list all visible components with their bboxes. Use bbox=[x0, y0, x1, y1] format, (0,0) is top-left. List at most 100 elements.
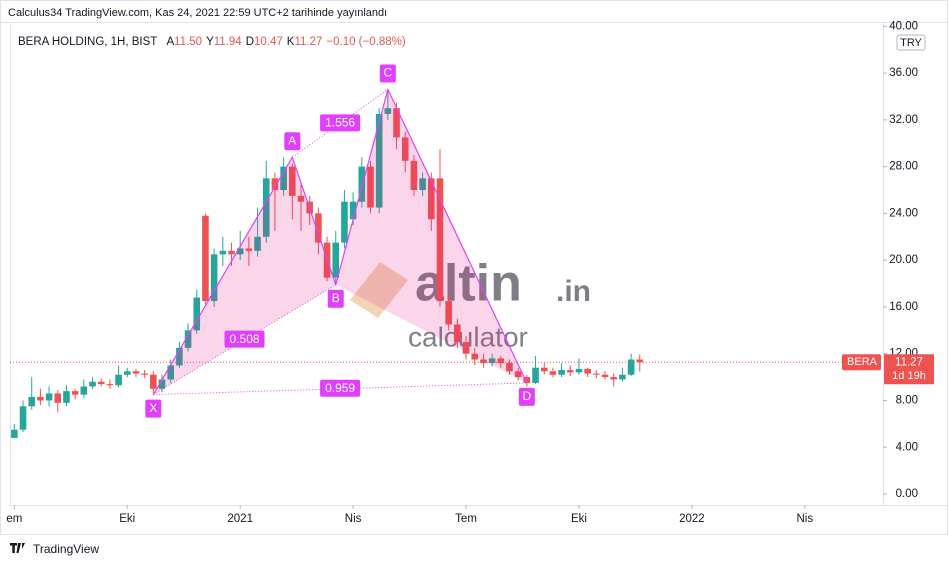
x-tick-label: 2021 bbox=[227, 513, 253, 525]
candle-body bbox=[245, 248, 253, 251]
ohlc-key: Y bbox=[206, 36, 214, 48]
currency-box bbox=[896, 34, 926, 51]
brand-logo bbox=[10, 543, 25, 553]
last-price: 11.27 bbox=[895, 356, 923, 368]
price-tag bbox=[842, 354, 881, 371]
candle-body bbox=[497, 358, 505, 364]
candles bbox=[11, 90, 644, 438]
candle-body bbox=[289, 166, 296, 196]
x-tick-label: Nis bbox=[345, 513, 362, 525]
ohlc-value: 11.27 bbox=[294, 36, 322, 48]
candle-body bbox=[558, 370, 565, 375]
ratio-label: 0.508 bbox=[230, 332, 260, 346]
candle-body bbox=[593, 373, 600, 375]
candle-body bbox=[575, 368, 583, 373]
price-tag bbox=[884, 354, 934, 385]
candle-body bbox=[410, 160, 418, 191]
pattern-fill bbox=[335, 89, 527, 383]
symbol-legend: BERA HOLDING, 1H, BIST A11.50 Y11.94 D10.47… bbox=[18, 36, 406, 48]
candle-body bbox=[384, 108, 392, 115]
ohlc-key: D bbox=[246, 36, 254, 48]
candle-body bbox=[71, 391, 79, 395]
candle-body bbox=[471, 353, 479, 360]
point-label: X bbox=[149, 401, 157, 415]
candle-body bbox=[445, 301, 452, 325]
y-tick-label: 40.00 bbox=[889, 20, 918, 32]
y-tick-label: 0.00 bbox=[896, 488, 918, 500]
candle-body bbox=[89, 381, 96, 387]
ohlc-value: 10.47 bbox=[254, 36, 283, 48]
x-tick-label: Eki bbox=[119, 513, 135, 525]
y-tick-label: 36.00 bbox=[889, 67, 918, 79]
point-label: A bbox=[288, 133, 296, 147]
candle-body bbox=[202, 215, 209, 302]
published-note: Calculus34 TradingView.com, Kas 24, 2021… bbox=[8, 7, 387, 19]
candle-body bbox=[532, 367, 539, 383]
symbol: BERA HOLDING, 1H, BIST bbox=[18, 36, 157, 48]
candle-body bbox=[141, 373, 148, 375]
candle-body bbox=[115, 374, 122, 386]
candle-body bbox=[610, 377, 618, 380]
y-tick-label: 24.00 bbox=[889, 207, 918, 219]
candle-body bbox=[462, 342, 470, 354]
y-tick-label: 16.00 bbox=[889, 301, 918, 313]
candle-body bbox=[297, 195, 305, 202]
point-box bbox=[327, 289, 344, 308]
candle-body bbox=[584, 368, 591, 374]
candle-body bbox=[514, 371, 522, 378]
x-tick-label: Eki bbox=[571, 513, 587, 525]
candle-body bbox=[262, 178, 270, 237]
point-label: B bbox=[332, 291, 340, 305]
candle-body bbox=[193, 297, 201, 331]
currency: TRY bbox=[900, 37, 922, 49]
y-tick-label: 8.00 bbox=[896, 395, 918, 407]
candle-body bbox=[619, 374, 626, 380]
candle-body bbox=[150, 374, 157, 389]
candle-body bbox=[375, 114, 383, 208]
candle-body bbox=[427, 178, 435, 220]
candle-body bbox=[367, 166, 374, 208]
change: −0.10 (−0.88%) bbox=[326, 36, 405, 48]
candle-body bbox=[341, 201, 348, 243]
candle-body bbox=[393, 108, 400, 138]
candle-body bbox=[332, 242, 340, 278]
candle-body bbox=[219, 250, 227, 255]
candle-body bbox=[63, 391, 70, 403]
harmonic-pattern: 0.508 1.556 0.959 X A B C D bbox=[145, 64, 535, 418]
point-label: C bbox=[384, 66, 393, 80]
candle-body bbox=[436, 178, 444, 302]
candle-body bbox=[97, 381, 105, 385]
ratio-box bbox=[224, 330, 265, 348]
axes: 0.004.008.0012.0016.0020.0024.0028.0032.… bbox=[6, 20, 934, 525]
candle-body bbox=[401, 137, 409, 161]
candle-body bbox=[106, 384, 114, 386]
ohlc-key: K bbox=[287, 36, 295, 48]
ratio-box bbox=[320, 379, 361, 397]
candle-body bbox=[315, 213, 322, 243]
point-label: D bbox=[523, 389, 532, 403]
ratio-label: 1.556 bbox=[325, 116, 355, 130]
x-tick-label: Nis bbox=[797, 513, 814, 525]
candle-body bbox=[28, 396, 36, 407]
candle-body bbox=[45, 393, 53, 401]
candle-body bbox=[454, 324, 461, 343]
candle-body bbox=[210, 254, 218, 302]
x-tick-label: 2022 bbox=[679, 513, 705, 525]
ohlc-value: 11.94 bbox=[214, 36, 243, 48]
candle-body bbox=[37, 396, 44, 401]
candle-body bbox=[506, 363, 513, 372]
chart-frame bbox=[0, 0, 948, 535]
candle-body bbox=[523, 377, 531, 383]
ohlc-key: A bbox=[166, 36, 174, 48]
y-tick-label: 20.00 bbox=[889, 254, 918, 266]
candle-body bbox=[601, 374, 609, 378]
candle-body bbox=[254, 236, 261, 251]
price-tag-name: BERA bbox=[847, 356, 878, 368]
point-box bbox=[379, 64, 396, 83]
candle-body bbox=[349, 201, 357, 220]
candle-body bbox=[549, 371, 557, 375]
candle-body bbox=[123, 371, 131, 375]
watermark-text: .in bbox=[556, 275, 591, 308]
candle-body bbox=[540, 367, 548, 372]
point-box bbox=[284, 132, 301, 151]
